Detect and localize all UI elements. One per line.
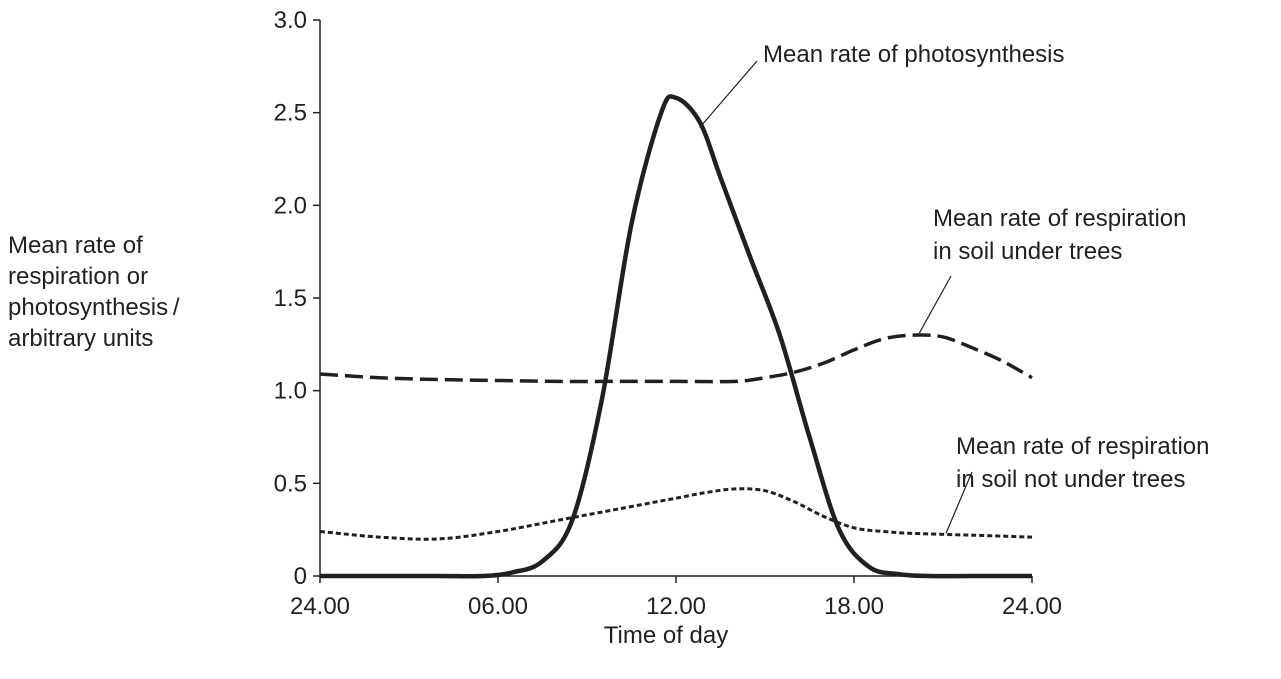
x-tick-label: 06.00 xyxy=(468,593,528,620)
annotation-3-line-2: in soil not under trees xyxy=(956,466,1185,493)
x-tick-label: 24.00 xyxy=(290,593,350,620)
y-tick-label: 0 xyxy=(294,563,307,590)
annotation-2-line-1: Mean rate of respiration xyxy=(933,205,1186,232)
annotation-leader-1 xyxy=(699,60,758,128)
annotation-leader-3 xyxy=(945,471,973,534)
series-line-1 xyxy=(320,94,1032,579)
x-axis-label: Time of day xyxy=(604,622,729,649)
y-axis-label-line-3: photosynthesis / xyxy=(8,294,180,321)
y-axis-label-line-2: respiration or xyxy=(8,263,149,290)
annotations: Mean rate of photosynthesis Mean rate of … xyxy=(699,41,1209,534)
axes: 0 0.5 1.0 1.5 2.0 2.5 3.0 24.00 06.00 12.00 18.00 2… xyxy=(274,7,1062,620)
x-tick-label: 24.00 xyxy=(1002,593,1062,620)
y-axis-label-line-4: arbitrary units xyxy=(8,325,154,352)
y-tick-label: 1.0 xyxy=(274,378,307,405)
series-line-3 xyxy=(319,487,1033,541)
y-tick-label: 3.0 xyxy=(274,7,307,34)
series-line-2 xyxy=(319,333,1033,384)
series-group xyxy=(319,94,1033,579)
x-tick-label: 18.00 xyxy=(824,593,884,620)
y-tick-label: 2.0 xyxy=(274,192,307,219)
annotation-leader-2 xyxy=(918,275,952,334)
y-tick-label: 2.5 xyxy=(274,100,307,127)
annotation-2-line-2: in soil under trees xyxy=(933,238,1122,265)
x-tick-label: 12.00 xyxy=(646,593,706,620)
y-tick-label: 0.5 xyxy=(274,470,307,497)
y-axis-label-line-1: Mean rate of xyxy=(8,232,143,259)
y-tick-label: 1.5 xyxy=(274,285,307,312)
annotation-1-line-1: Mean rate of photosynthesis xyxy=(763,41,1065,68)
y-axis-label: Mean rate of respiration or photosynthes… xyxy=(8,230,248,354)
annotation-3-line-1: Mean rate of respiration xyxy=(956,433,1209,460)
